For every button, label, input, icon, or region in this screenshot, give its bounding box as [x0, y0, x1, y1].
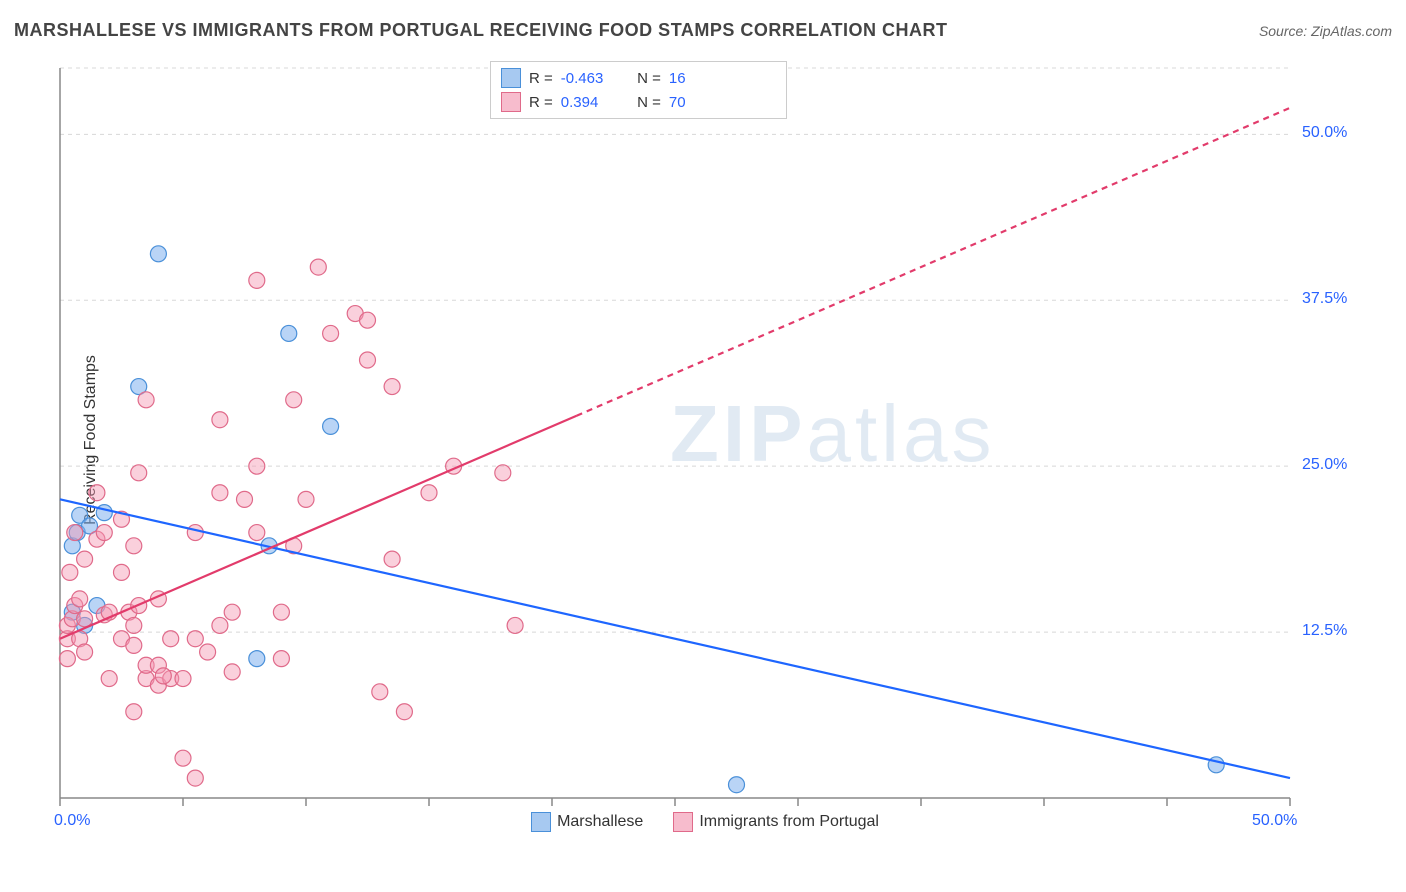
- legend-r-label: R =: [529, 94, 553, 111]
- data-point: [237, 491, 253, 507]
- data-point: [249, 525, 265, 541]
- legend-n-label: N =: [629, 94, 661, 111]
- x-tick-label: 50.0%: [1252, 812, 1297, 830]
- data-point: [249, 651, 265, 667]
- legend-n-label: N =: [629, 70, 661, 87]
- data-point: [212, 412, 228, 428]
- data-point: [310, 259, 326, 275]
- data-point: [163, 631, 179, 647]
- data-point: [187, 770, 203, 786]
- y-tick-label: 37.5%: [1302, 290, 1347, 308]
- data-point: [360, 352, 376, 368]
- data-point: [323, 418, 339, 434]
- data-point: [126, 704, 142, 720]
- data-point: [224, 664, 240, 680]
- y-tick-label: 25.0%: [1302, 456, 1347, 474]
- data-point: [187, 525, 203, 541]
- data-point: [273, 604, 289, 620]
- correlation-legend: R = -0.463 N = 16 R = 0.394 N = 70: [490, 61, 787, 119]
- data-point: [150, 246, 166, 262]
- data-point: [126, 637, 142, 653]
- data-point: [126, 538, 142, 554]
- legend-swatch: [501, 68, 521, 88]
- data-point: [175, 750, 191, 766]
- data-point: [126, 617, 142, 633]
- data-point: [249, 458, 265, 474]
- data-point: [298, 491, 314, 507]
- data-point: [101, 671, 117, 687]
- x-tick-label: 0.0%: [54, 812, 90, 830]
- data-point: [372, 684, 388, 700]
- data-point: [273, 651, 289, 667]
- data-point: [360, 312, 376, 328]
- data-point: [729, 777, 745, 793]
- legend-swatch: [531, 812, 551, 832]
- data-point: [281, 325, 297, 341]
- data-point: [138, 392, 154, 408]
- legend-r-value: 0.394: [561, 94, 621, 111]
- data-point: [212, 617, 228, 633]
- data-point: [396, 704, 412, 720]
- legend-swatch: [673, 812, 693, 832]
- data-point: [89, 485, 105, 501]
- data-point: [286, 392, 302, 408]
- legend-series-label: Marshallese: [557, 813, 643, 831]
- legend-r-label: R =: [529, 70, 553, 87]
- data-point: [77, 644, 93, 660]
- data-point: [187, 631, 203, 647]
- data-point: [62, 564, 78, 580]
- data-point: [495, 465, 511, 481]
- data-point: [77, 551, 93, 567]
- data-point: [131, 465, 147, 481]
- data-point: [77, 611, 93, 627]
- data-point: [384, 551, 400, 567]
- data-point: [175, 671, 191, 687]
- data-point: [323, 325, 339, 341]
- scatter-plot: ZIPatlas R = -0.463 N = 16R = 0.394 N = …: [50, 58, 1360, 838]
- data-point: [96, 525, 112, 541]
- data-point: [200, 644, 216, 660]
- legend-swatch: [501, 92, 521, 112]
- chart-title: MARSHALLESE VS IMMIGRANTS FROM PORTUGAL …: [14, 20, 948, 41]
- data-point: [67, 525, 83, 541]
- legend-n-value: 16: [669, 70, 686, 87]
- data-point: [212, 485, 228, 501]
- legend-series-label: Immigrants from Portugal: [699, 813, 879, 831]
- legend-r-value: -0.463: [561, 70, 621, 87]
- source-attribution: Source: ZipAtlas.com: [1259, 23, 1392, 39]
- data-point: [384, 379, 400, 395]
- data-point: [114, 564, 130, 580]
- data-point: [249, 272, 265, 288]
- y-tick-label: 12.5%: [1302, 622, 1347, 640]
- y-tick-label: 50.0%: [1302, 124, 1347, 142]
- data-point: [72, 591, 88, 607]
- legend-n-value: 70: [669, 94, 686, 111]
- data-point: [507, 617, 523, 633]
- data-point: [421, 485, 437, 501]
- series-legend: Marshallese Immigrants from Portugal: [50, 812, 1360, 832]
- data-point: [155, 668, 171, 684]
- data-point: [224, 604, 240, 620]
- data-point: [59, 651, 75, 667]
